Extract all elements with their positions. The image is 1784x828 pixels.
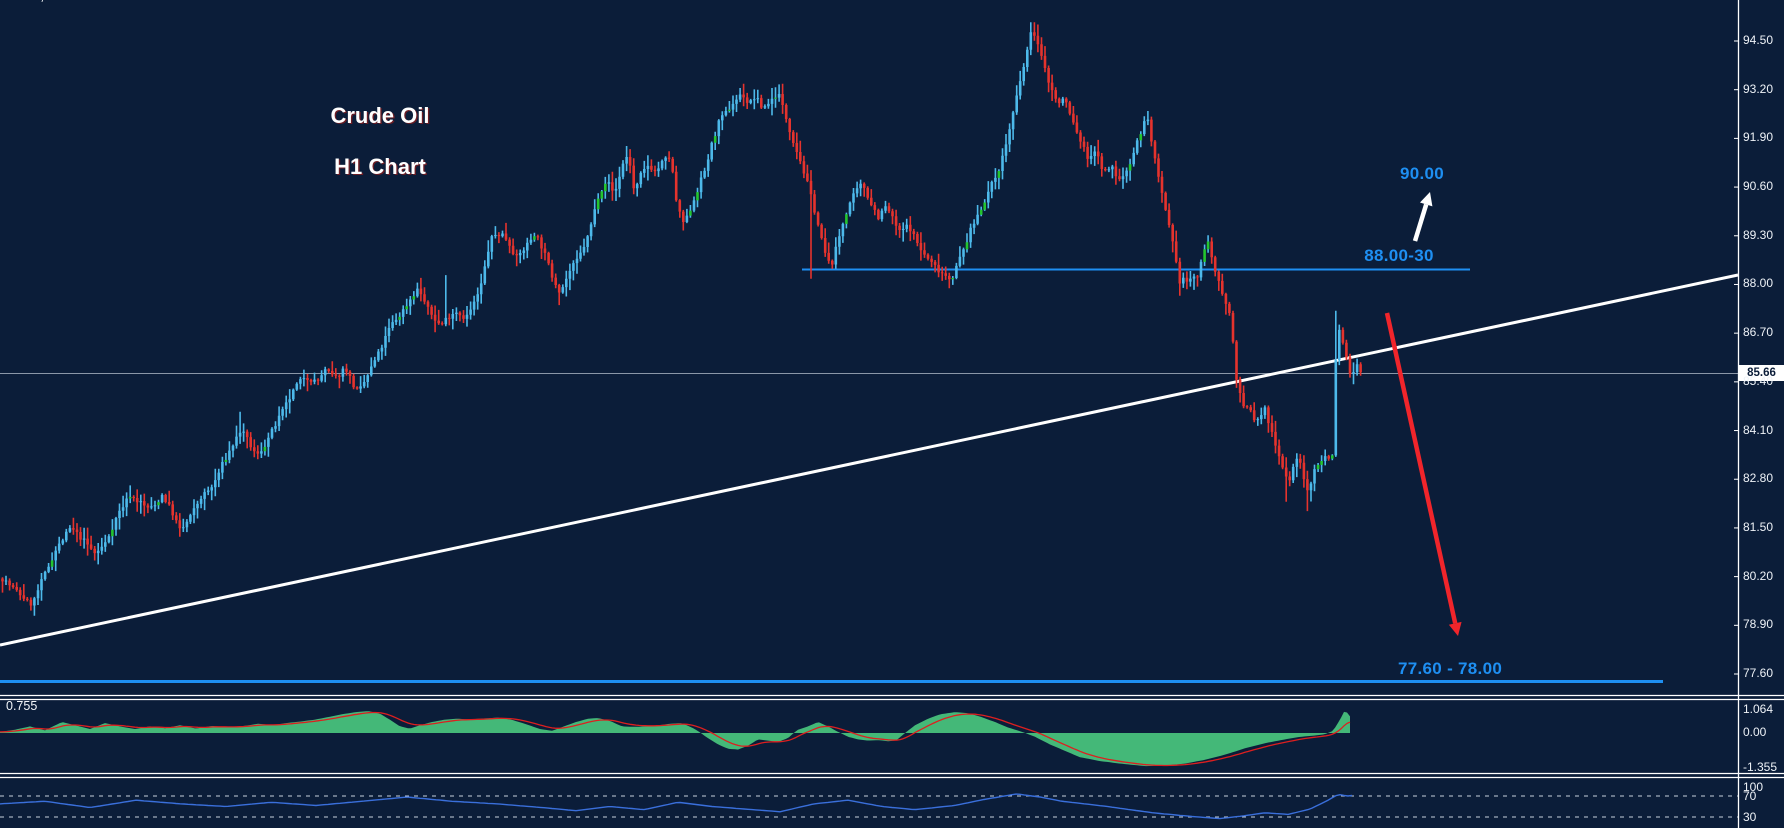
- down-candles-bodies: [1, 32, 1362, 606]
- oscillator-current-value: 0.755: [6, 699, 38, 713]
- down-candles-wicks: [1, 22, 1362, 611]
- oscillator-signal-line: [0, 711, 1351, 767]
- up-candles-wicks: [5, 22, 1358, 616]
- target-price-label[interactable]: 90.00: [1400, 164, 1445, 183]
- price-tick-label: 90.60: [1743, 179, 1774, 194]
- price-tick-label: 82.80: [1743, 471, 1774, 486]
- white-up-arrow[interactable]: [1412, 203, 1429, 242]
- oscillator-tick-label: -1.355: [1743, 759, 1778, 774]
- price-tick-label: 89.30: [1743, 227, 1774, 242]
- rsi-tick-label: 70: [1743, 789, 1757, 803]
- symbol-info-strip: USOIL,H1 85.79 85.93 85.52 85.66: [2, 0, 302, 4]
- white-up-arrow-head[interactable]: [1419, 192, 1433, 207]
- oscillator-area: [0, 711, 1350, 767]
- price-tick-label: 91.90: [1743, 130, 1774, 145]
- support-level-label[interactable]: 77.60 - 78.00: [1398, 659, 1503, 678]
- chart-title-line1[interactable]: Crude Oil: [330, 103, 430, 128]
- rsi-line: [0, 793, 1353, 820]
- red-down-arrow[interactable]: [1384, 312, 1458, 624]
- ascending-trendline[interactable]: [0, 273, 1739, 647]
- price-tick-label: 93.20: [1743, 81, 1774, 96]
- resistance-level-label[interactable]: 88.00-30: [1364, 246, 1434, 265]
- price-tick-label: 88.00: [1743, 276, 1774, 291]
- red-down-arrow-head[interactable]: [1448, 621, 1462, 636]
- up-candles-bodies: [4, 32, 1359, 606]
- rsi-tick-label: 0: [1743, 826, 1783, 828]
- up-candles-green-bodies: [50, 97, 1334, 567]
- oscillator-tick-label: 1.064: [1743, 701, 1774, 716]
- oscillator-tick-label: 0.00: [1743, 725, 1767, 739]
- price-tick-label: 80.20: [1743, 568, 1774, 583]
- price-tick-label: 81.50: [1743, 519, 1774, 534]
- price-tick-label: 77.60: [1743, 666, 1774, 680]
- price-tick-label: 78.90: [1743, 617, 1774, 632]
- price-tick-label: 85.40: [1743, 373, 1774, 388]
- current-price-badge: 85.66: [1739, 365, 1784, 381]
- rsi-tick-label: 100: [1743, 780, 1764, 794]
- price-tick-label: 84.10: [1743, 422, 1774, 437]
- chart-title-line2[interactable]: H1 Chart: [334, 154, 426, 179]
- rsi-tick-label: 30: [1743, 810, 1757, 824]
- price-tick-label: 86.70: [1743, 325, 1774, 340]
- price-tick-label: 94.50: [1743, 33, 1774, 47]
